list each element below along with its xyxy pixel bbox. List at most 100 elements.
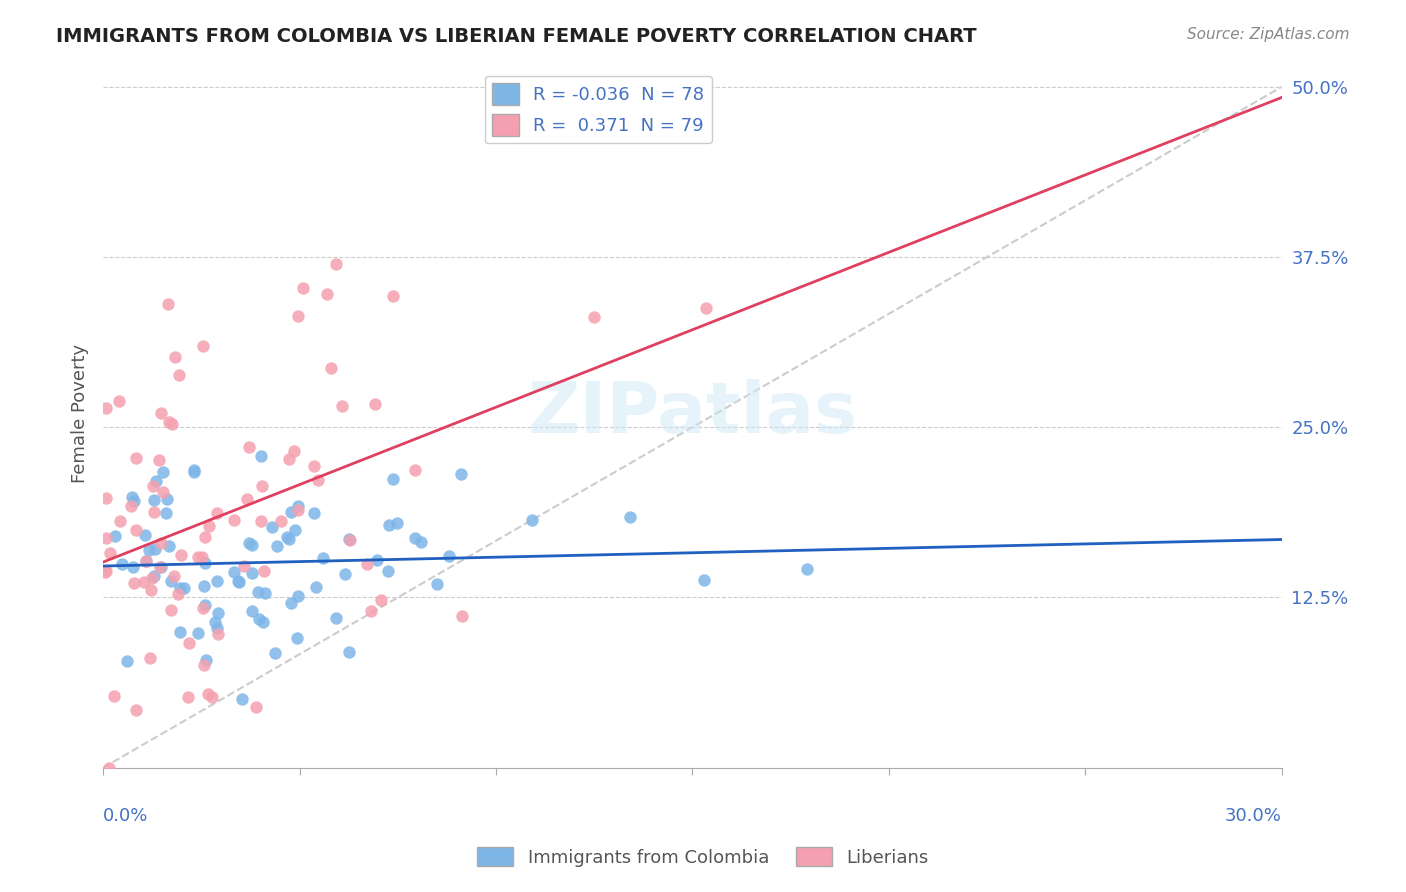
Text: 0.0%: 0.0%	[103, 806, 149, 824]
Point	[122, 494, 145, 508]
Point	[138, 543, 160, 558]
Point	[366, 553, 388, 567]
Point	[197, 519, 219, 533]
Point	[167, 587, 190, 601]
Point	[238, 536, 260, 550]
Point	[520, 513, 543, 527]
Point	[583, 310, 606, 324]
Point	[152, 465, 174, 479]
Point	[121, 490, 143, 504]
Point	[103, 689, 125, 703]
Point	[194, 556, 217, 570]
Point	[240, 604, 263, 618]
Point	[157, 296, 180, 310]
Point	[194, 653, 217, 667]
Point	[319, 361, 342, 376]
Point	[330, 400, 353, 414]
Point	[693, 573, 716, 587]
Point	[194, 598, 217, 612]
Point	[108, 514, 131, 528]
Point	[337, 645, 360, 659]
Point	[292, 281, 315, 295]
Point	[143, 505, 166, 519]
Point	[280, 505, 302, 519]
Point	[191, 550, 214, 565]
Point	[142, 493, 165, 508]
Point	[250, 479, 273, 493]
Point	[155, 506, 177, 520]
Point	[160, 417, 183, 431]
Point	[143, 569, 166, 583]
Point	[240, 566, 263, 581]
Point	[387, 516, 409, 531]
Point	[135, 553, 157, 567]
Point	[287, 502, 309, 516]
Point	[364, 397, 387, 411]
Y-axis label: Female Poverty: Female Poverty	[72, 344, 89, 483]
Point	[159, 574, 181, 588]
Point	[287, 631, 309, 645]
Point	[94, 564, 117, 578]
Point	[287, 589, 309, 603]
Point	[122, 575, 145, 590]
Point	[207, 607, 229, 621]
Point	[287, 310, 309, 324]
Point	[177, 635, 200, 649]
Point	[193, 579, 215, 593]
Point	[176, 690, 198, 704]
Point	[150, 406, 173, 420]
Point	[280, 596, 302, 610]
Point	[96, 531, 118, 545]
Point	[191, 339, 214, 353]
Point	[325, 611, 347, 625]
Text: 30.0%: 30.0%	[1225, 806, 1282, 824]
Point	[335, 566, 357, 581]
Point	[439, 549, 461, 563]
Point	[222, 566, 245, 580]
Point	[325, 257, 347, 271]
Point	[233, 559, 256, 574]
Point	[247, 584, 270, 599]
Point	[159, 603, 181, 617]
Point	[307, 474, 329, 488]
Point	[382, 472, 405, 486]
Point	[228, 575, 250, 590]
Point	[796, 562, 818, 576]
Point	[231, 691, 253, 706]
Point	[139, 651, 162, 665]
Point	[169, 368, 191, 383]
Point	[173, 581, 195, 595]
Point	[238, 440, 260, 454]
Point	[115, 654, 138, 668]
Point	[266, 539, 288, 553]
Point	[152, 484, 174, 499]
Point	[142, 478, 165, 492]
Point	[124, 703, 146, 717]
Point	[356, 557, 378, 571]
Point	[197, 687, 219, 701]
Text: IMMIGRANTS FROM COLOMBIA VS LIBERIAN FEMALE POVERTY CORRELATION CHART: IMMIGRANTS FROM COLOMBIA VS LIBERIAN FEM…	[56, 27, 977, 45]
Legend: Immigrants from Colombia, Liberians: Immigrants from Colombia, Liberians	[470, 840, 936, 874]
Point	[98, 761, 121, 775]
Point	[253, 586, 276, 600]
Point	[283, 444, 305, 458]
Point	[205, 506, 228, 520]
Point	[165, 351, 187, 365]
Point	[141, 583, 163, 598]
Point	[143, 541, 166, 556]
Point	[451, 608, 474, 623]
Point	[287, 500, 309, 514]
Point	[404, 532, 426, 546]
Point	[370, 592, 392, 607]
Point	[305, 580, 328, 594]
Point	[316, 287, 339, 301]
Point	[148, 453, 170, 467]
Point	[201, 690, 224, 705]
Point	[122, 560, 145, 574]
Point	[157, 539, 180, 553]
Point	[132, 575, 155, 590]
Point	[108, 394, 131, 409]
Point	[169, 548, 191, 562]
Point	[249, 515, 271, 529]
Point	[141, 571, 163, 585]
